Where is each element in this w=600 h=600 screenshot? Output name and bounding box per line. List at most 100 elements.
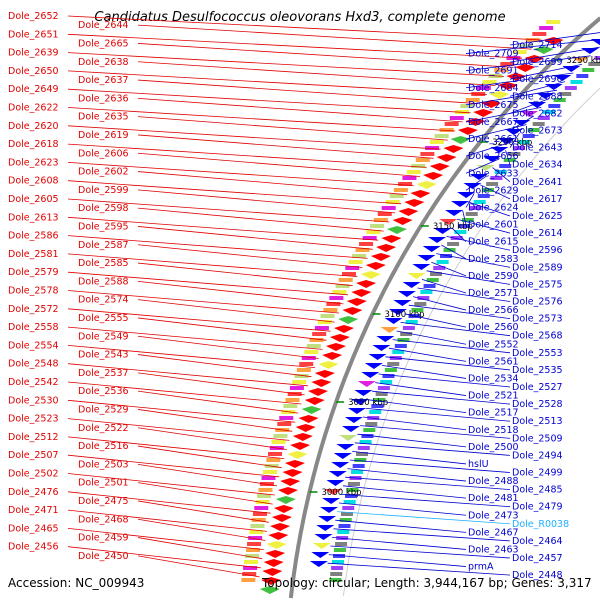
left-gene-label: Dole_2555 <box>78 313 129 324</box>
left-gene-label: Dole_2468 <box>78 514 129 525</box>
left-gene-label: Dole_2501 <box>78 478 129 489</box>
feature-block <box>519 44 534 48</box>
feature-block <box>411 308 424 312</box>
right-gene-label: Dole_2682 <box>512 108 563 119</box>
feature-block <box>277 422 292 426</box>
right-gene-label: Dole_2688 <box>512 91 563 102</box>
right-gene-label: Dole_2643 <box>512 143 563 154</box>
feature-block <box>423 284 436 288</box>
left-gene-connector <box>137 189 396 214</box>
right-gene-connector <box>385 356 511 371</box>
right-gene-connector <box>368 399 467 414</box>
reverse-gene-arrow <box>322 498 341 504</box>
forward-gene-arrow <box>268 532 289 540</box>
forward-gene-arrow <box>370 253 391 261</box>
reverse-gene-arrow <box>536 93 555 99</box>
left-gene-connector <box>137 43 514 68</box>
right-gene-label: Dole_2633 <box>468 168 519 179</box>
feature-block <box>389 194 404 198</box>
feature-block <box>346 488 359 492</box>
right-gene-label: Dole_2615 <box>468 237 519 248</box>
left-gene-connector <box>67 308 331 332</box>
reverse-gene-arrow <box>347 408 366 414</box>
reverse-gene-arrow <box>412 264 431 270</box>
feature-block <box>341 272 356 276</box>
right-gene-connector <box>375 382 467 396</box>
feature-block <box>342 506 355 510</box>
feature-block <box>362 236 377 240</box>
feature-block <box>301 356 316 360</box>
feature-block <box>420 290 433 294</box>
right-gene-connector <box>342 485 467 499</box>
feature-block <box>382 374 395 378</box>
right-gene-label: Dole_R0038 <box>512 519 569 530</box>
right-gene-label: Dole_2583 <box>468 254 519 265</box>
right-gene-connector <box>362 416 467 431</box>
reverse-gene-arrow <box>318 516 337 522</box>
left-gene-connector <box>137 354 312 378</box>
forward-gene-arrow <box>398 208 419 216</box>
left-gene-connector <box>67 107 456 132</box>
reverse-gene-arrow <box>417 255 436 261</box>
left-gene-label: Dole_2516 <box>78 441 129 452</box>
feature-block <box>244 554 259 558</box>
right-gene-label: Dole_2568 <box>512 331 563 342</box>
outer-track-guide <box>342 87 600 597</box>
left-gene-connector <box>137 518 266 541</box>
feature-block <box>373 398 386 402</box>
left-gene-label: Dole_2622 <box>8 103 59 114</box>
left-gene-label: Dole_2572 <box>8 304 59 315</box>
right-gene-label: Dole_2485 <box>512 485 563 496</box>
feature-block <box>335 284 350 288</box>
topology-text: Topology: circular; Length: 3,944,167 bp… <box>262 576 592 590</box>
forward-gene-arrow <box>295 424 316 432</box>
reverse-gene-arrow <box>388 309 407 315</box>
feature-block <box>332 560 345 564</box>
right-gene-connector <box>400 322 511 337</box>
feature-block <box>447 242 460 246</box>
forward-gene-arrow <box>263 559 284 567</box>
left-gene-label: Dole_2585 <box>78 258 129 269</box>
right-gene-connector <box>465 124 527 140</box>
left-gene-connector <box>67 546 261 569</box>
feature-block <box>402 326 415 330</box>
right-gene-connector <box>465 158 500 174</box>
right-gene-label: Dole_2614 <box>512 228 563 239</box>
right-gene-label: Dole_2481 <box>468 493 519 504</box>
reverse-gene-arrow <box>380 327 399 333</box>
feature-block <box>292 380 307 384</box>
forward-gene-arrow <box>450 136 471 144</box>
left-gene-label: Dole_2522 <box>78 423 129 434</box>
scale-tick-label: 3200 kbp <box>492 138 532 148</box>
right-gene-connector <box>465 39 600 54</box>
left-gene-connector <box>67 216 379 241</box>
left-gene-label: Dole_2613 <box>8 212 59 223</box>
forward-gene-arrow <box>429 163 450 171</box>
left-gene-label: Dole_2548 <box>8 359 59 370</box>
left-gene-label: Dole_2512 <box>8 432 59 443</box>
feature-block <box>548 104 561 108</box>
left-gene-label: Dole_2450 <box>78 551 129 562</box>
right-gene-connector <box>330 545 511 559</box>
feature-block <box>465 212 478 216</box>
feature-block <box>434 134 449 138</box>
feature-block <box>439 128 454 132</box>
left-gene-connector <box>67 198 390 223</box>
forward-gene-arrow <box>356 280 377 288</box>
left-gene-connector <box>67 418 290 441</box>
forward-gene-arrow <box>259 586 280 594</box>
reverse-gene-arrow <box>326 480 345 486</box>
scale-tick-label: 3150 kbp <box>433 222 473 232</box>
feature-block <box>543 110 556 114</box>
right-gene-connector <box>479 184 511 200</box>
accession-text: Accession: NC_009943 <box>8 576 145 590</box>
feature-block <box>257 494 272 498</box>
forward-gene-arrow <box>273 505 294 513</box>
feature-block <box>537 116 550 120</box>
right-gene-label: Dole_2590 <box>468 271 519 282</box>
left-gene-connector <box>137 134 434 159</box>
left-gene-label: Dole_2523 <box>8 414 59 425</box>
right-gene-label: Dole_2560 <box>468 322 519 333</box>
left-gene-connector <box>137 555 260 578</box>
